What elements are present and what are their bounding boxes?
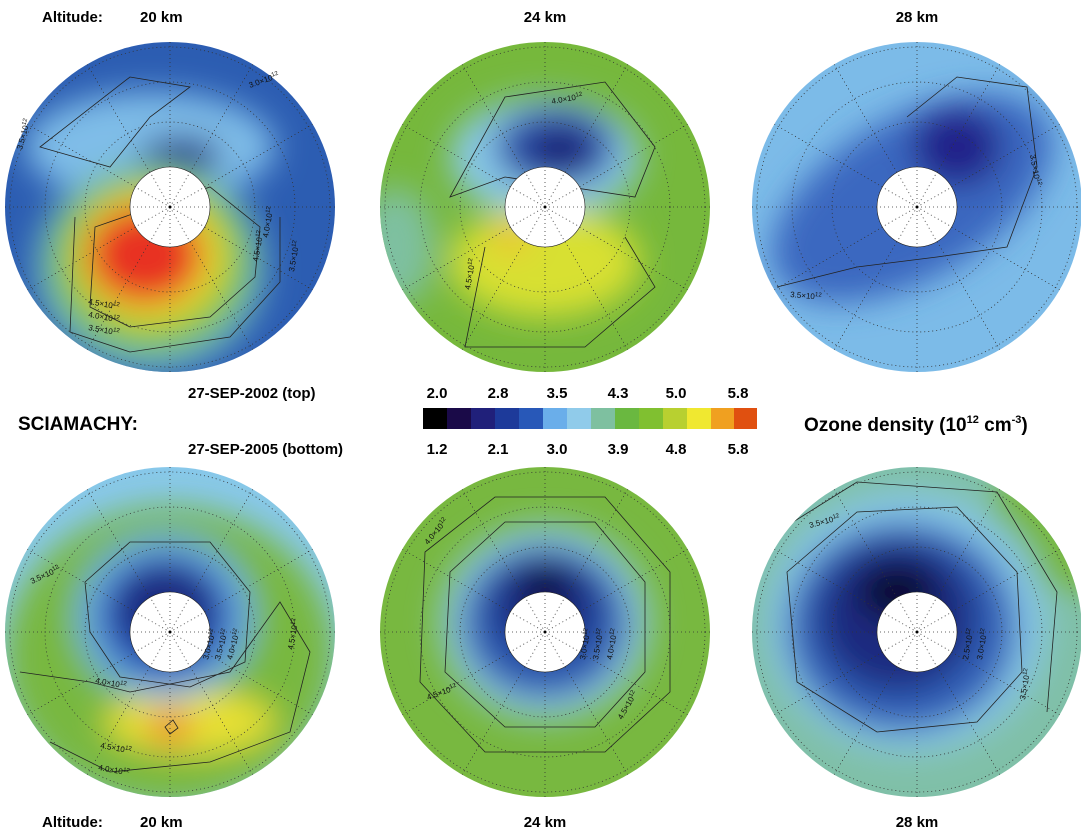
instrument-label: SCIAMACHY: — [18, 414, 138, 435]
altitude-value: 28 km — [896, 9, 939, 26]
contour-label-exponent: 12 — [815, 292, 823, 299]
colorbar-label: 3.9 — [608, 441, 629, 458]
unit-exponent: 12 — [967, 414, 979, 426]
altitude-label: Altitude: — [42, 814, 103, 831]
contour-label-exponent: 12 — [271, 70, 280, 78]
colorbar-label: 4.8 — [666, 441, 687, 458]
colorbar-bottom-labels: 1.2 2.1 3.0 3.9 4.8 5.8 — [427, 441, 749, 458]
unit-label: Ozone density (1012 cm-3) — [804, 414, 1028, 436]
map — [747, 452, 1081, 802]
colorbar-label: 2.0 — [427, 385, 448, 402]
map — [375, 462, 715, 802]
colorbar-label: 3.5 — [547, 385, 568, 402]
colorbar-label: 5.8 — [728, 385, 749, 402]
altitude-value: 24 km — [524, 814, 567, 831]
figure: Altitude: 20 km 24 km 28 km — [0, 0, 1081, 834]
map — [738, 37, 1081, 377]
map — [0, 37, 340, 377]
colorbar-label: 1.2 — [427, 441, 448, 458]
colorbar-label: 5.8 — [728, 441, 749, 458]
colorbar-label: 2.1 — [488, 441, 509, 458]
date-label: 27-SEP-2002 (top) — [188, 385, 316, 402]
unit-text: cm — [979, 415, 1012, 436]
map — [355, 37, 715, 377]
altitude-value: 20 km — [140, 814, 183, 831]
altitude-value: 24 km — [524, 9, 567, 26]
colorbar-label: 4.3 — [608, 385, 629, 402]
colorbar-label: 2.8 — [488, 385, 509, 402]
unit-exponent: -3 — [1012, 414, 1022, 426]
colorbar — [423, 408, 757, 429]
colorbar-label: 3.0 — [547, 441, 568, 458]
colorbar-label: 5.0 — [666, 385, 687, 402]
altitude-value: 28 km — [896, 814, 939, 831]
altitude-label: Altitude: — [42, 9, 103, 26]
altitude-value: 20 km — [140, 9, 183, 26]
unit-text: ) — [1021, 415, 1027, 436]
colorbar-top-labels: 2.0 2.8 3.5 4.3 5.0 5.8 — [427, 385, 749, 402]
unit-text: Ozone density (10 — [804, 415, 967, 436]
date-label: 27-SEP-2005 (bottom) — [188, 441, 343, 458]
